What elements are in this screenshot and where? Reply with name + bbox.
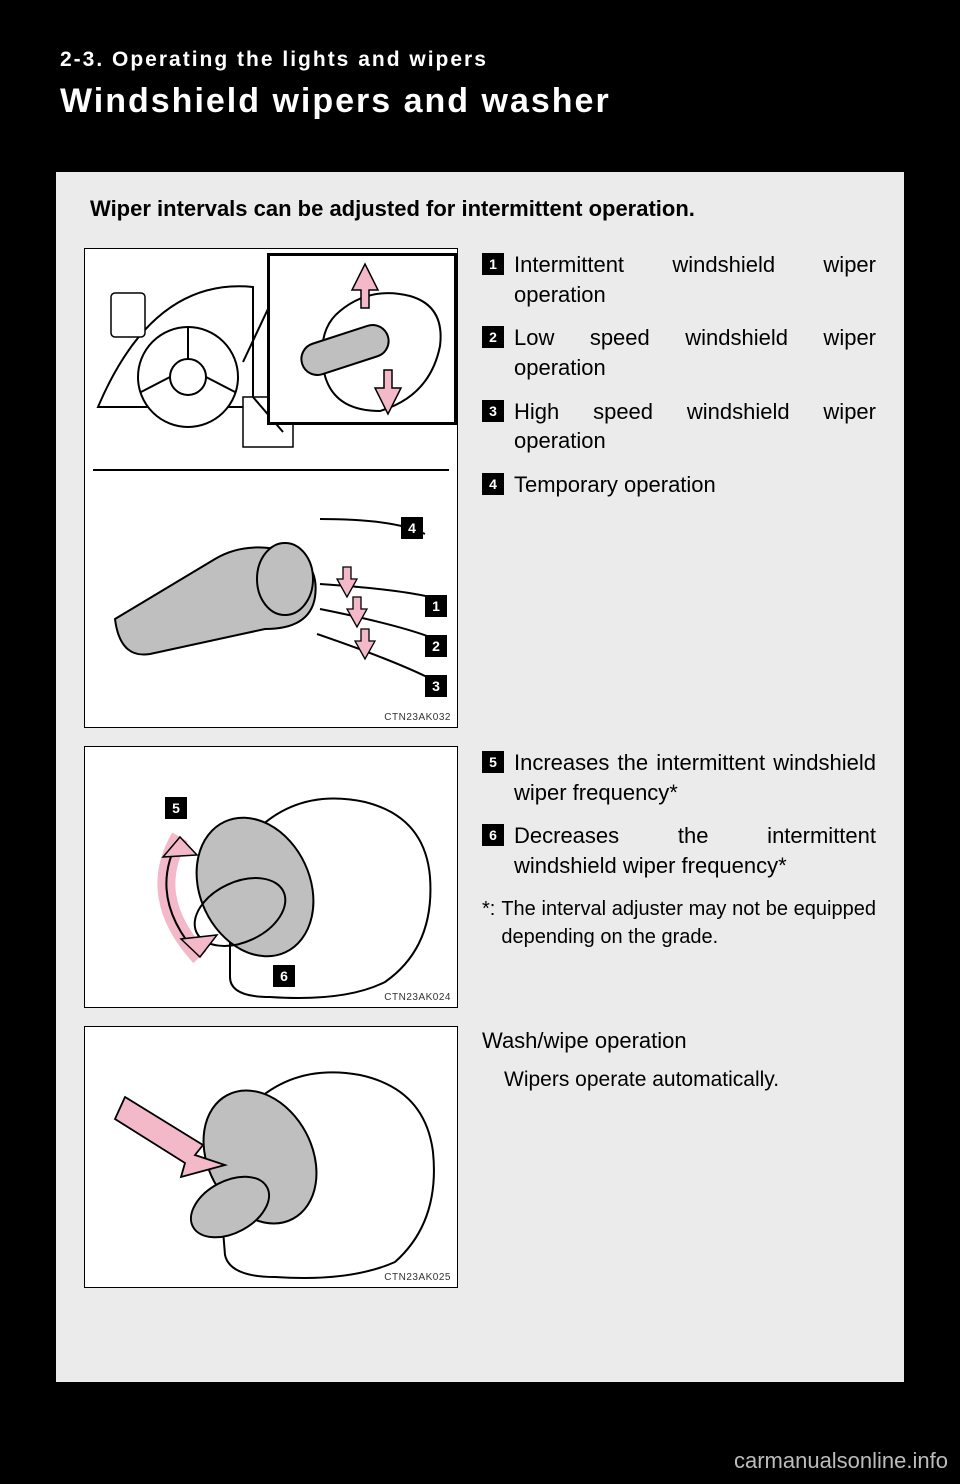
block-3: CTN23AK025 Wash/wipe operation Wipers op…	[84, 1026, 876, 1288]
num-badge-5: 5	[482, 751, 504, 773]
watermark: carmanualsonline.info	[734, 1448, 948, 1474]
inset-box	[267, 253, 457, 425]
list-item: 2 Low speed windshield wiper operation	[482, 323, 876, 382]
figure-code-3: CTN23AK025	[384, 1272, 451, 1283]
item-text: Decreases the intermittent windshield wi…	[514, 821, 876, 880]
item-text: Low speed windshield wiper operation	[514, 323, 876, 382]
footnote-text: The interval adjuster may not be equippe…	[501, 895, 876, 951]
figure-3: CTN23AK025	[84, 1026, 458, 1288]
block-3-text: Wash/wipe operation Wipers operate autom…	[458, 1026, 876, 1092]
position-badge-2: 2	[425, 635, 447, 657]
position-badge-4: 4	[401, 517, 423, 539]
position-badge-5: 5	[165, 797, 187, 819]
footnote-star: *:	[482, 895, 495, 951]
figure-code-1: CTN23AK032	[384, 712, 451, 723]
list-item: 6 Decreases the intermittent windshield …	[482, 821, 876, 880]
item-text: High speed windshield wiper operation	[514, 397, 876, 456]
page-header: 2-3. Operating the lights and wipers Win…	[0, 0, 960, 145]
item-text: Intermittent windshield wiper operation	[514, 250, 876, 309]
num-badge-4: 4	[482, 473, 504, 495]
position-badge-6: 6	[273, 965, 295, 987]
item-text: Temporary operation	[514, 470, 716, 500]
num-badge-3: 3	[482, 400, 504, 422]
block-1: 4 1 2 3 CTN23AK032 1 Intermittent windsh…	[84, 248, 876, 728]
figure-1: 4 1 2 3 CTN23AK032	[84, 248, 458, 728]
block-1-text: 1 Intermittent windshield wiper operatio…	[458, 248, 876, 514]
figure-code-2: CTN23AK024	[384, 992, 451, 1003]
list-item: 1 Intermittent windshield wiper operatio…	[482, 250, 876, 309]
num-badge-1: 1	[482, 253, 504, 275]
page-title: Windshield wipers and washer	[60, 82, 900, 121]
wash-wipe-illustration	[85, 1027, 459, 1289]
section-number: 2-3. Operating the lights and wipers	[60, 48, 900, 72]
content-panel: Wiper intervals can be adjusted for inte…	[56, 172, 904, 1382]
figure-divider	[93, 469, 449, 471]
stalk-positions-illustration	[95, 489, 445, 709]
block-2: 5 6 CTN23AK024 5 Increases the intermitt…	[84, 746, 876, 1008]
list-item: 4 Temporary operation	[482, 470, 876, 500]
inset-illustration	[270, 256, 454, 422]
list-item: 3 High speed windshield wiper operation	[482, 397, 876, 456]
num-badge-6: 6	[482, 824, 504, 846]
block-2-text: 5 Increases the intermittent windshield …	[458, 746, 876, 951]
num-badge-2: 2	[482, 326, 504, 348]
wash-wipe-heading: Wash/wipe operation	[482, 1028, 876, 1054]
footnote: *: The interval adjuster may not be equi…	[482, 895, 876, 951]
position-badge-1: 1	[425, 595, 447, 617]
position-badge-3: 3	[425, 675, 447, 697]
wash-wipe-text: Wipers operate automatically.	[482, 1068, 876, 1092]
interval-adjust-illustration	[85, 747, 459, 1009]
intro-text: Wiper intervals can be adjusted for inte…	[84, 196, 876, 222]
item-text: Increases the intermittent windshield wi…	[514, 748, 876, 807]
list-item: 5 Increases the intermittent windshield …	[482, 748, 876, 807]
figure-2: 5 6 CTN23AK024	[84, 746, 458, 1008]
